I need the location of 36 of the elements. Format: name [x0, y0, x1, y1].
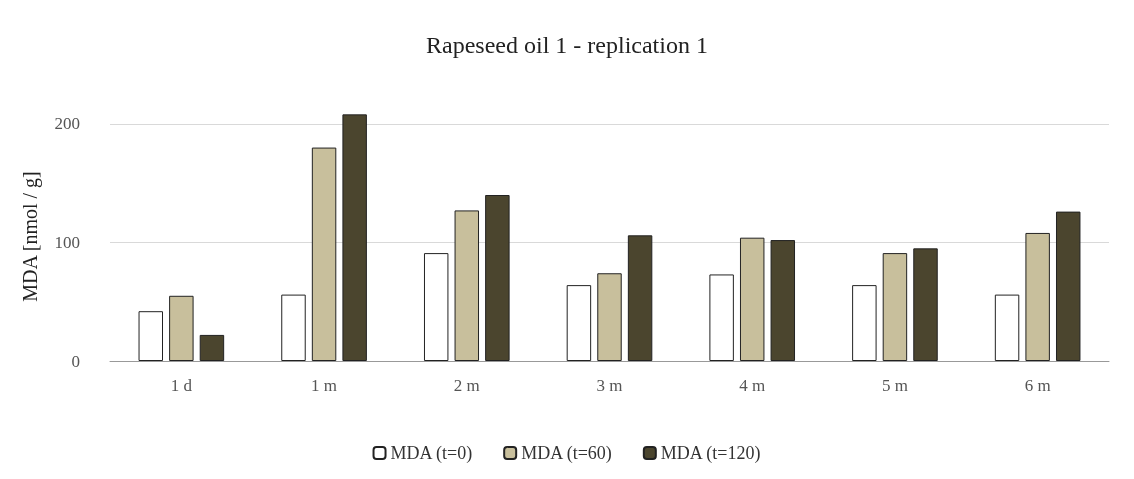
bar — [852, 285, 877, 361]
bar — [342, 114, 367, 361]
x-tick-label: 2 m — [453, 376, 480, 395]
bar — [281, 294, 306, 361]
y-tick-label: 100 — [54, 232, 80, 252]
x-tick-label: 5 m — [881, 376, 908, 395]
bar — [485, 195, 510, 361]
bar — [138, 311, 164, 361]
bar — [770, 240, 796, 361]
bar — [1055, 211, 1081, 361]
bar — [423, 253, 449, 361]
legend-label: MDA (t=60) — [521, 443, 612, 464]
x-tick-label: 6 m — [1024, 376, 1051, 395]
bar — [454, 210, 480, 361]
bar — [913, 248, 938, 361]
bar — [627, 235, 653, 361]
x-tick-label: 3 m — [596, 376, 623, 395]
bar — [882, 253, 908, 361]
bar — [709, 274, 734, 361]
x-tick-label: 1 d — [170, 376, 193, 395]
chart-title: Rapeseed oil 1 - replication 1 — [426, 32, 708, 58]
bar — [199, 334, 225, 361]
bar — [994, 294, 1020, 361]
y-tick-label: 0 — [71, 351, 80, 371]
bar — [566, 285, 592, 361]
bar — [169, 295, 194, 361]
y-axis-title: MDA [nmol / g] — [19, 171, 42, 302]
bar — [739, 237, 765, 361]
bar — [1025, 232, 1050, 361]
bar — [311, 147, 337, 361]
bar — [597, 273, 622, 361]
x-tick-label: 1 m — [311, 376, 338, 395]
y-tick-label: 200 — [54, 114, 80, 134]
legend-label: MDA (t=120) — [660, 443, 761, 464]
x-tick-label: 4 m — [739, 376, 766, 395]
legend-label: MDA (t=0) — [390, 443, 473, 464]
